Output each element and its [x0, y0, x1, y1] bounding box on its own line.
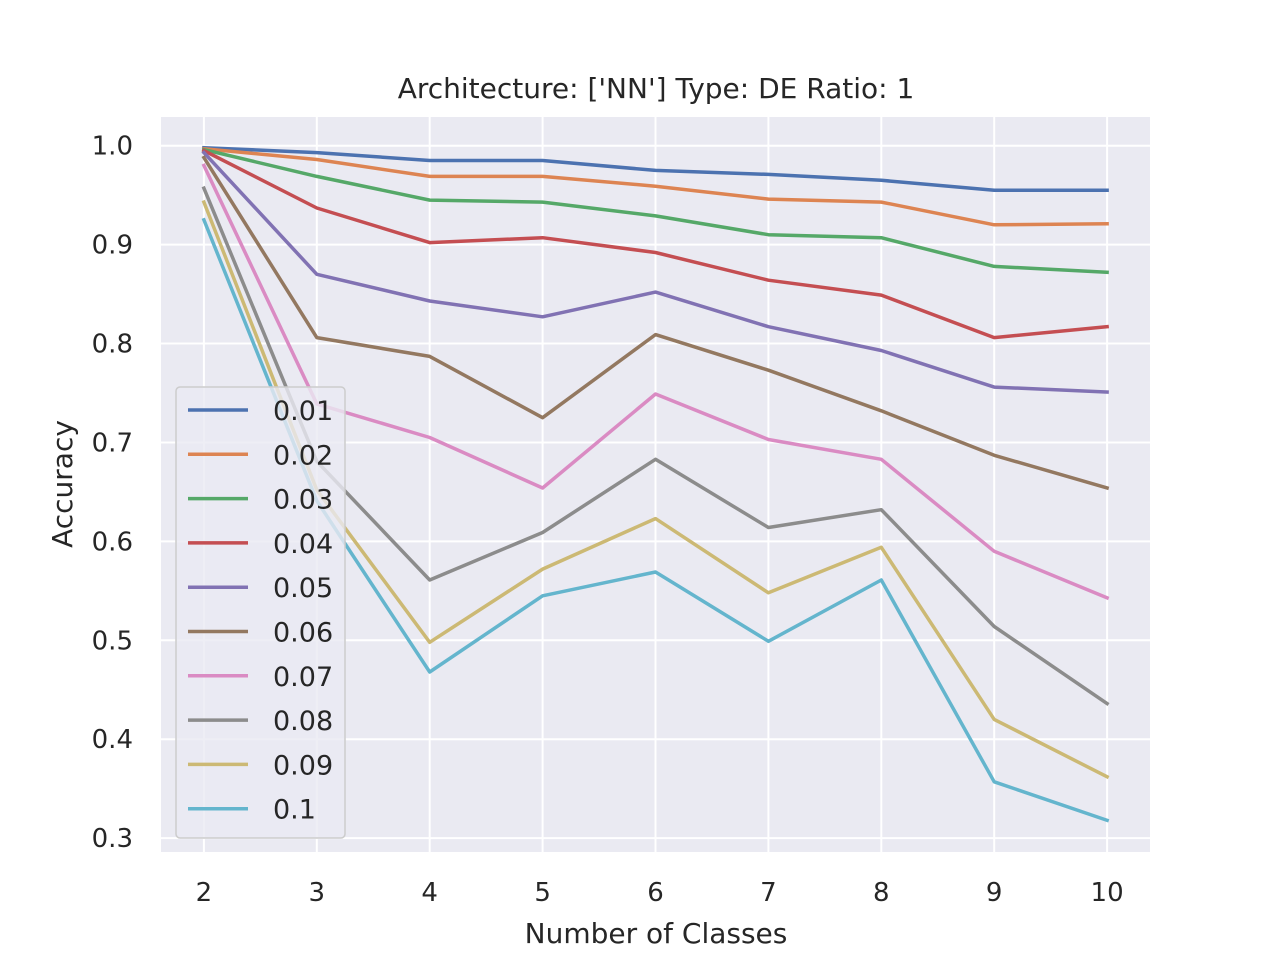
y-tick-label: 0.5	[92, 626, 133, 656]
y-tick-labels: 0.3 0.4 0.5 0.6 0.7 0.8 0.9 1.0	[92, 132, 133, 854]
x-tick-label: 8	[873, 878, 890, 908]
x-tick-label: 10	[1091, 878, 1124, 908]
legend-label: 0.04	[273, 529, 333, 560]
series-line-0-05	[201, 150, 1109, 394]
legend-label: 0.08	[273, 706, 333, 737]
y-tick-label: 0.6	[92, 527, 133, 557]
y-axis-label: Accuracy	[46, 420, 79, 548]
legend-label: 0.01	[273, 396, 333, 427]
legend-label: 0.05	[273, 573, 333, 604]
series-line-0-02	[201, 146, 1109, 227]
series-line-0-01	[202, 145, 1109, 192]
series-line-0-09	[201, 199, 1110, 780]
series-line-0-03	[201, 147, 1109, 275]
x-tick-labels: 2 3 4 5 6 7 8 9 10	[196, 878, 1124, 908]
legend-label: 0.09	[273, 750, 333, 781]
legend-label: 0.1	[273, 795, 316, 826]
grid-lines	[161, 117, 1150, 852]
x-axis-label: Number of Classes	[525, 917, 788, 950]
legend-label: 0.02	[273, 440, 333, 471]
series-line-0-1	[201, 217, 1110, 823]
x-tick-label: 3	[309, 878, 326, 908]
series-line-0-08	[201, 185, 1110, 707]
x-tick-label: 9	[986, 878, 1003, 908]
x-tick-label: 6	[647, 878, 664, 908]
y-tick-label: 0.9	[92, 231, 133, 261]
legend-label: 0.03	[273, 485, 333, 516]
series-lines	[201, 145, 1110, 823]
x-tick-label: 7	[760, 878, 777, 908]
legend-label: 0.06	[273, 618, 333, 649]
legend-label: 0.07	[273, 662, 333, 693]
y-tick-label: 0.4	[92, 725, 133, 755]
x-tick-label: 4	[421, 878, 438, 908]
x-tick-label: 2	[196, 878, 213, 908]
series-line-0-06	[201, 155, 1110, 491]
x-tick-label: 5	[534, 878, 551, 908]
series-line-0-04	[201, 148, 1110, 340]
series-line-0-07	[201, 163, 1110, 601]
y-tick-label: 0.8	[92, 330, 133, 360]
y-tick-label: 1.0	[92, 132, 133, 162]
chart-title: Architecture: ['NN'] Type: DE Ratio: 1	[398, 72, 915, 105]
y-tick-label: 0.7	[92, 428, 133, 458]
y-tick-label: 0.3	[92, 824, 133, 854]
legend: 0.01 0.02 0.03 0.04 0.05 0.06 0.07 0.08 0.09 0.1	[175, 386, 346, 839]
